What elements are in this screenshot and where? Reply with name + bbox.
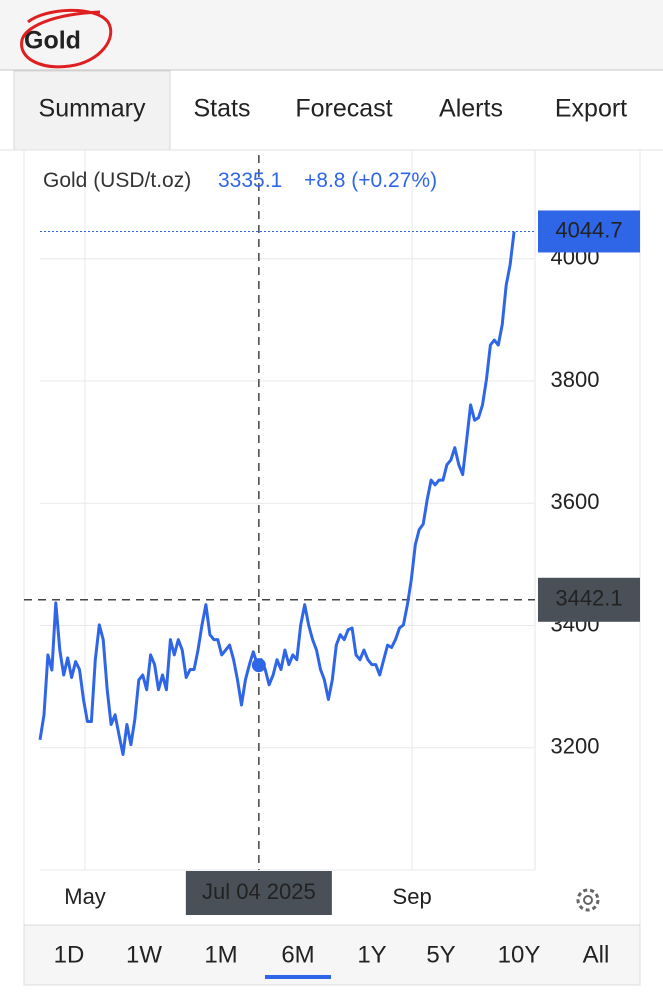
price-line xyxy=(38,231,516,756)
header-title: Gold xyxy=(24,27,81,55)
y-tick-label: 3600 xyxy=(551,489,600,514)
tab[interactable]: Stats xyxy=(194,95,251,123)
x-tick-label: May xyxy=(64,884,106,909)
range-button[interactable]: 1D xyxy=(54,941,85,968)
crosshair-point xyxy=(251,658,266,673)
tabs: Summary Stats Forecast Alerts Export xyxy=(13,70,627,151)
range-button[interactable]: 5Y xyxy=(426,941,455,968)
tab[interactable]: Forecast xyxy=(295,95,392,123)
range-button[interactable]: 1Y xyxy=(357,941,386,968)
legend-name: Gold (USD/t.oz) xyxy=(43,169,191,192)
ranges: 1D 1W 1M 6M 1Y 5Y 10Y All xyxy=(54,941,610,979)
crosshair-x-label: Jul 04 2025 xyxy=(202,879,316,904)
y-tick-label: 3200 xyxy=(551,734,600,759)
legend: Gold (USD/t.oz) 3335.1 +8.8 (+0.27%) xyxy=(43,169,437,192)
crosshair-y-box xyxy=(538,577,640,622)
x-tick-label: Sep xyxy=(393,884,432,909)
tab[interactable]: Summary xyxy=(39,95,146,123)
header-bar xyxy=(0,0,663,70)
gear-teeth xyxy=(576,888,600,912)
last-value-box xyxy=(538,210,640,253)
red-circle-annotation xyxy=(20,8,113,69)
legend-value: 3335.1 xyxy=(218,169,282,192)
range-bar xyxy=(23,924,641,986)
last-value-label: 4044.7 xyxy=(555,217,622,242)
tab[interactable]: Alerts xyxy=(439,95,503,123)
crosshair-x-box xyxy=(185,871,332,915)
tab-active-bg xyxy=(13,70,171,151)
range-button[interactable]: 1W xyxy=(126,941,162,968)
range-button[interactable]: 6M xyxy=(281,941,314,968)
legend-change: +8.8 (+0.27%) xyxy=(304,169,437,192)
range-button[interactable]: All xyxy=(583,941,610,968)
y-tick-label: 3800 xyxy=(551,367,600,392)
crosshair-y-label: 3442.1 xyxy=(555,586,622,611)
gear-hub xyxy=(583,895,593,905)
range-button[interactable]: 10Y xyxy=(498,941,541,968)
tab[interactable]: Export xyxy=(555,95,627,123)
range-button[interactable]: 1M xyxy=(204,941,237,968)
range-underline xyxy=(265,975,331,979)
settings-icon[interactable] xyxy=(576,888,600,912)
